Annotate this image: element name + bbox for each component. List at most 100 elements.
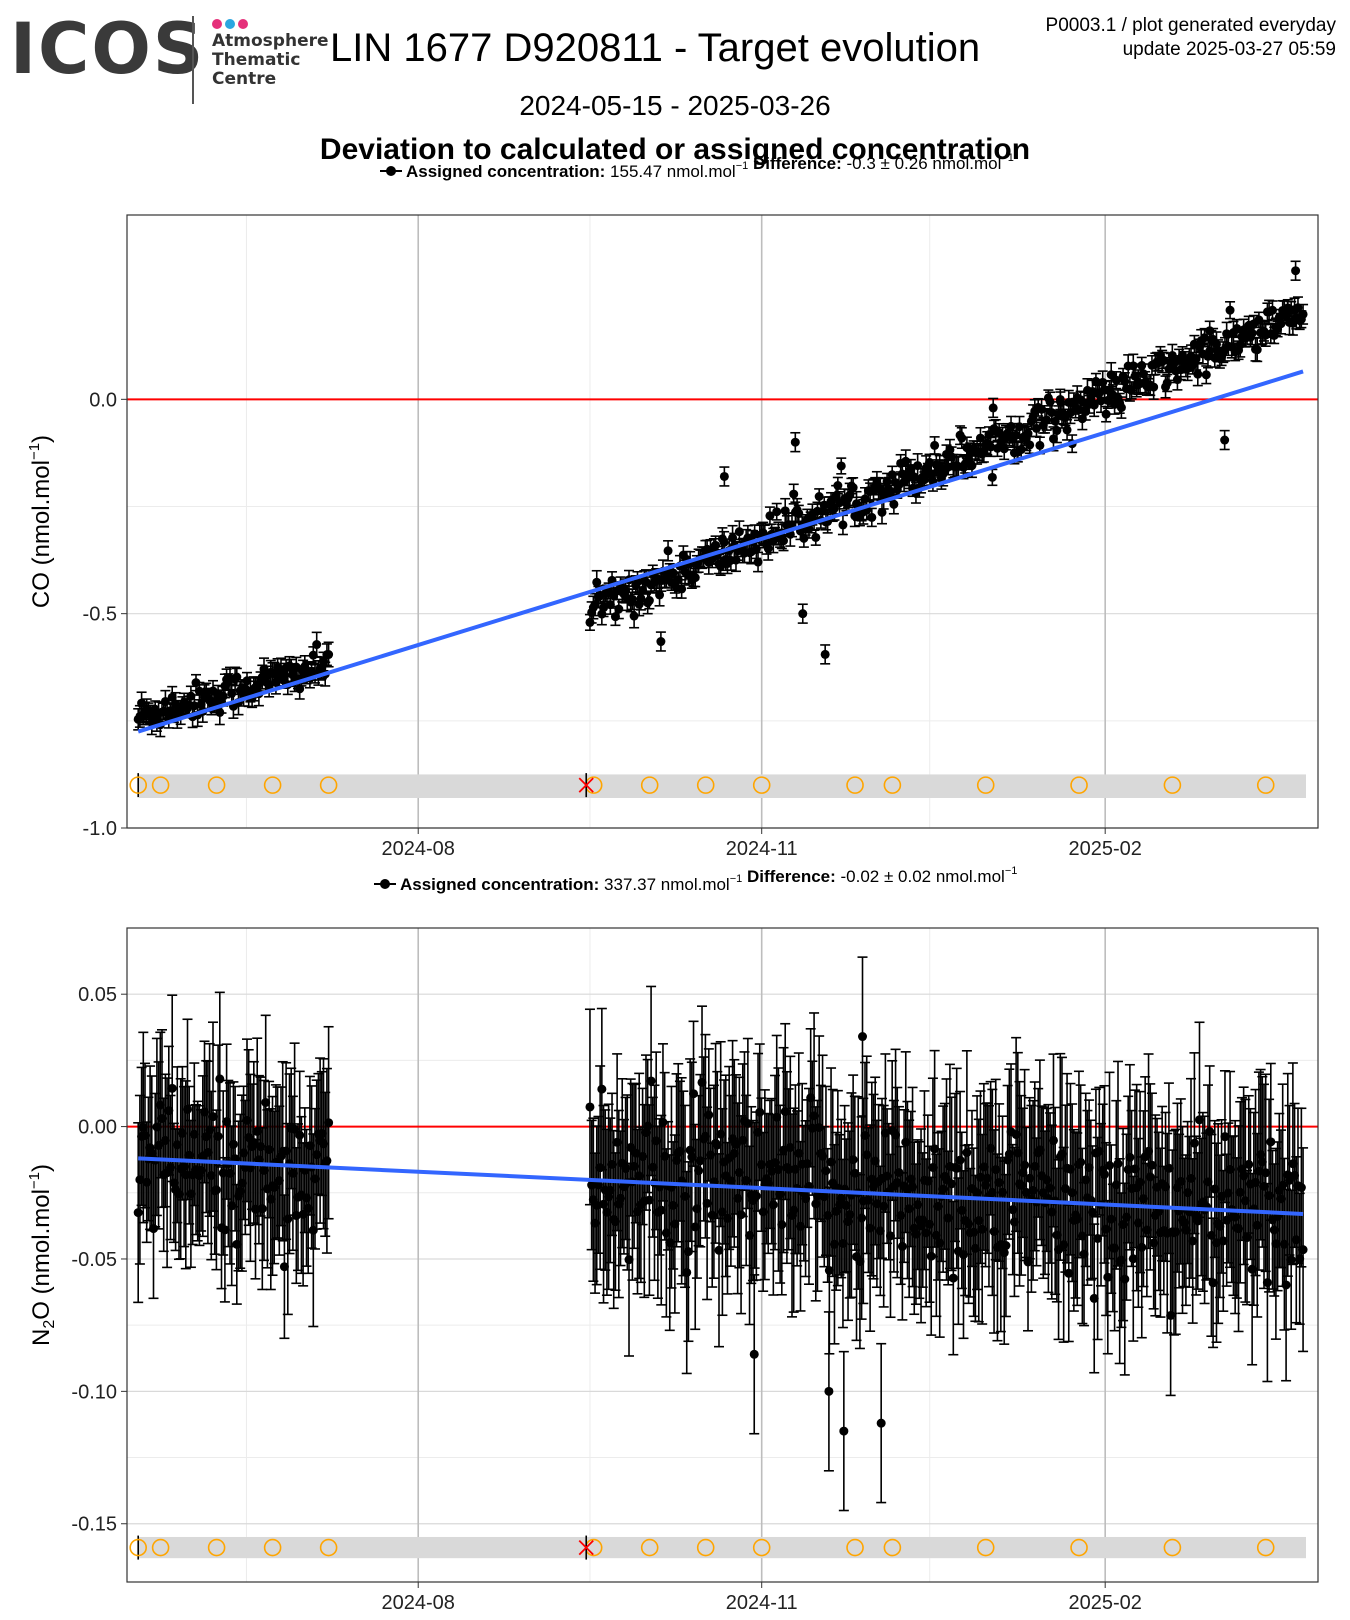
data-point — [644, 596, 654, 606]
data-point — [789, 489, 799, 499]
trend-line — [137, 369, 1304, 734]
data-point — [930, 1144, 940, 1154]
data-point — [1020, 1160, 1030, 1170]
data-point — [768, 1200, 778, 1210]
data-point — [714, 1245, 724, 1255]
data-point — [751, 1191, 761, 1201]
data-point — [220, 1225, 230, 1235]
data-point — [728, 533, 738, 543]
x-tick-label: 2024-11 — [726, 1592, 798, 1614]
data-point — [1101, 409, 1111, 419]
data-point — [1048, 1135, 1058, 1145]
y-tick-label: 0.05 — [78, 984, 117, 1006]
data-point — [290, 1124, 300, 1134]
data-point — [702, 1198, 712, 1208]
data-point — [1298, 1245, 1308, 1255]
data-point — [1023, 1257, 1033, 1267]
data-point — [790, 437, 800, 447]
data-point — [948, 1273, 958, 1283]
data-point — [824, 1265, 834, 1275]
data-point — [1128, 361, 1138, 371]
data-point — [1188, 1236, 1198, 1246]
data-point — [644, 1195, 654, 1205]
data-point — [1137, 1242, 1147, 1252]
data-point — [213, 1131, 223, 1141]
data-point — [821, 1166, 831, 1176]
data-point — [719, 471, 729, 481]
data-point — [751, 544, 761, 554]
event-circle — [129, 776, 148, 794]
data-point — [1147, 1160, 1157, 1170]
data-point — [858, 1032, 868, 1042]
legend-part: −1 — [1005, 865, 1018, 877]
data-point — [716, 561, 726, 571]
data-point — [324, 1118, 334, 1128]
data-point — [1201, 370, 1211, 380]
data-point — [734, 527, 744, 537]
data-point — [1099, 1169, 1109, 1179]
data-point — [186, 691, 196, 701]
data-point — [772, 507, 782, 517]
data-point — [1220, 435, 1230, 445]
data-point — [291, 662, 301, 672]
n2o-events — [129, 1535, 1275, 1560]
x-tick-label: 2024-11 — [726, 838, 798, 860]
legend-part: -0.3 ± 0.26 nmol.mol — [847, 154, 1002, 173]
event-circle — [976, 1538, 995, 1557]
data-point — [1281, 1280, 1291, 1290]
legend-text: Assigned concentration: 337.37 nmol.mol−… — [400, 865, 1017, 894]
logo-subtitle-line: Centre — [212, 69, 277, 89]
trend-line — [138, 1156, 1304, 1216]
y-tick-label: -0.15 — [71, 1514, 117, 1536]
n2o-panel: Assigned concentration: 337.37 nmol.mol−… — [26, 865, 1319, 1614]
page-title: LIN 1677 D920811 - Target evolution — [330, 26, 981, 70]
event-circle — [319, 776, 338, 794]
data-point — [962, 1148, 972, 1158]
data-point — [167, 692, 177, 702]
event-circle — [752, 776, 771, 794]
logo-subtitle-line: Thematic — [212, 50, 301, 70]
data-point — [1091, 376, 1101, 386]
data-point — [1137, 361, 1147, 371]
event-circle — [1163, 776, 1182, 794]
data-point — [719, 537, 729, 547]
data-point — [1042, 415, 1052, 425]
date-range: 2024-05-15 - 2025-03-26 — [519, 90, 831, 121]
data-point — [799, 533, 809, 543]
data-point — [1220, 1132, 1230, 1142]
event-circle — [640, 1538, 659, 1557]
data-point — [779, 536, 789, 546]
event-circle — [640, 776, 659, 794]
data-point — [656, 1205, 666, 1215]
data-point — [1128, 1254, 1138, 1264]
data-point — [836, 461, 846, 471]
y-tick-label: -0.05 — [71, 1249, 117, 1271]
x-tick-label: 2025-02 — [1068, 838, 1141, 860]
data-point — [1296, 1183, 1306, 1193]
data-point — [312, 640, 322, 650]
legend-part: -0.02 ± 0.02 nmol.mol — [841, 867, 1005, 886]
data-point — [755, 1107, 765, 1117]
data-point — [1113, 1159, 1123, 1169]
data-point — [1189, 1138, 1199, 1148]
legend-text: Assigned concentration: 155.47 nmol.mol−… — [406, 152, 1014, 181]
data-point — [712, 1140, 722, 1150]
data-point — [1266, 1137, 1276, 1147]
data-point — [947, 1179, 957, 1189]
y-tick-label: -1.0 — [83, 818, 117, 840]
data-point — [1062, 425, 1072, 435]
y-label-part: N — [28, 1329, 55, 1346]
data-point — [1120, 1274, 1130, 1284]
legend-key-point — [386, 166, 396, 176]
legend-part: 155.47 nmol.mol — [610, 162, 736, 181]
data-point — [897, 1241, 907, 1251]
data-point — [1252, 345, 1262, 355]
data-point — [183, 1104, 193, 1114]
data-point — [1001, 1241, 1011, 1251]
event-circle — [1256, 776, 1275, 794]
data-point — [1089, 400, 1099, 410]
data-point — [1298, 309, 1308, 319]
data-point — [736, 1210, 746, 1220]
event-circle — [696, 1538, 715, 1557]
event-circle — [151, 776, 170, 794]
